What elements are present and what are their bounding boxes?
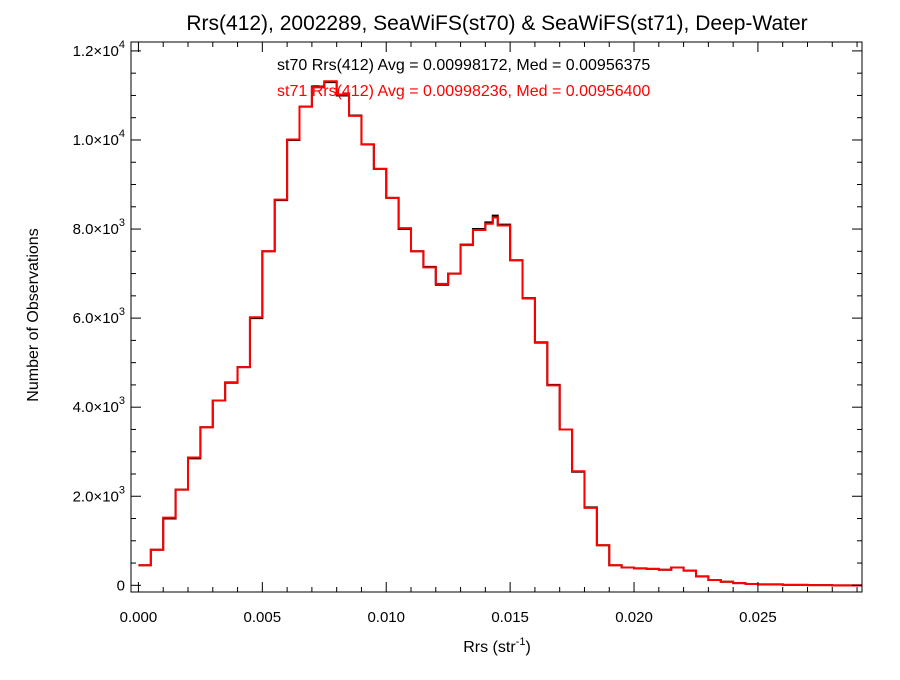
x-axis-label: Rrs (str-1): [463, 636, 531, 656]
x-tick-label: 0.025: [739, 609, 777, 626]
y-tick-exponent: 4: [119, 128, 125, 140]
y-tick-exponent: 4: [119, 39, 125, 51]
x-tick-label: 0.005: [244, 609, 282, 626]
x-axis-label-sup: -1: [516, 636, 526, 648]
y-tick-label: 1.2×104: [73, 39, 125, 60]
x-axis-label-close: ): [525, 639, 530, 656]
y-tick-mantissa: 6.0×10: [73, 310, 119, 327]
y-tick-mantissa: 1.2×10: [73, 43, 119, 60]
y-tick-label: 8.0×103: [73, 217, 125, 238]
plot-frame: [130, 41, 863, 593]
y-tick-exponent: 3: [119, 395, 125, 407]
chart-title: Rrs(412), 2002289, SeaWiFS(st70) & SeaWi…: [186, 12, 807, 35]
y-axis-label: Number of Observations: [25, 228, 42, 401]
y-tick-mantissa: 4.0×10: [73, 399, 119, 416]
y-tick-mantissa: 0: [117, 577, 125, 594]
y-tick-mantissa: 1.0×10: [73, 132, 119, 149]
x-tick-labels: 0.000 0.005 0.010 0.015 0.020 0.025: [120, 609, 777, 626]
x-tick-label: 0.000: [120, 609, 158, 626]
y-tick-label: 2.0×103: [73, 484, 125, 505]
y-tick-mantissa: 8.0×10: [73, 221, 119, 238]
y-tick-exponent: 3: [119, 306, 125, 318]
y-tick-label: 0: [117, 577, 125, 594]
y-tick-label: 1.0×104: [73, 128, 125, 149]
y-tick-label: 6.0×103: [73, 306, 125, 327]
annotation-st71: st71 Rrs(412) Avg = 0.00998236, Med = 0.…: [277, 83, 650, 100]
series-layer: [138, 80, 862, 587]
y-tick-label: 4.0×103: [73, 395, 125, 416]
x-tick-label: 0.010: [367, 609, 405, 626]
y-tick-exponent: 3: [119, 217, 125, 229]
y-tick-exponent: 3: [119, 484, 125, 496]
x-axis-label-main: Rrs (str: [463, 639, 516, 656]
y-tick-mantissa: 2.0×10: [73, 488, 119, 505]
x-tick-label: 0.020: [615, 609, 653, 626]
x-tick-label: 0.015: [491, 609, 529, 626]
y-tick-labels: 02.0×1034.0×1036.0×1038.0×1031.0×1041.2×…: [73, 39, 125, 594]
series-st71-line: [138, 80, 862, 587]
annotation-st70: st70 Rrs(412) Avg = 0.00998172, Med = 0.…: [277, 57, 650, 74]
ticks-layer: [131, 42, 862, 592]
